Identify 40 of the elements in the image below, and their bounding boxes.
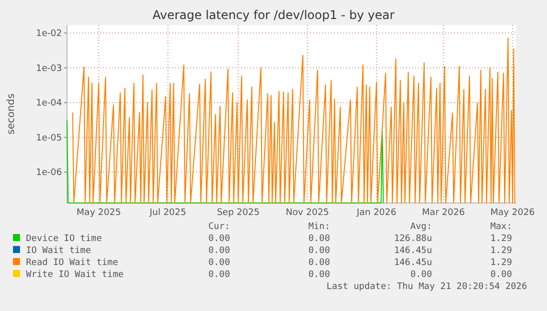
- text: 0.00: [208, 270, 230, 280]
- text: 0.00: [490, 270, 512, 280]
- text: 1.29: [490, 234, 512, 244]
- text: Cur:: [208, 222, 230, 232]
- text: 146.45u: [394, 246, 432, 256]
- y-tick-label: 1e-02: [36, 29, 62, 40]
- text: Last update: Thu May 21 20:20:54 2026: [326, 282, 527, 292]
- text: 0.00: [208, 234, 230, 244]
- y-tick-label: 1e-05: [36, 133, 62, 144]
- text: 0.00: [308, 270, 330, 280]
- text: 0.00: [208, 246, 230, 256]
- y-tick-label: 1e-03: [36, 64, 62, 74]
- text: 0.00: [308, 234, 330, 244]
- text: 0.00: [308, 246, 330, 256]
- x-tick-label: Jan 2026: [356, 208, 397, 218]
- text: Max:: [490, 222, 512, 232]
- y-axis-title: seconds: [6, 94, 17, 134]
- y-tick-label: 1e-04: [36, 98, 62, 109]
- line-series: [72, 37, 516, 204]
- text: 0.00: [410, 270, 432, 280]
- x-tick-label: Nov 2025: [286, 208, 330, 218]
- text: 0.00: [208, 258, 230, 268]
- chart-title: Average latency for /dev/loop1 - by year: [152, 8, 395, 22]
- text: Avg:: [410, 222, 432, 232]
- legend-label: Write IO Wait time: [26, 270, 124, 280]
- x-tick-label: Sep 2025: [216, 208, 260, 218]
- x-tick-label: Jul 2025: [148, 208, 186, 218]
- text: 1.29: [490, 258, 512, 268]
- x-tick-label: May 2025: [76, 208, 121, 218]
- x-tick-label: Mar 2026: [422, 208, 466, 218]
- text: 1.29: [490, 246, 512, 256]
- x-tick-label: May 2026: [490, 208, 536, 218]
- text: 0.00: [308, 258, 330, 268]
- y-tick-label: 1e-06: [36, 168, 62, 178]
- text: 126.88u: [394, 234, 432, 244]
- legend-label: Read IO Wait time: [26, 258, 118, 268]
- text: 146.45u: [394, 258, 432, 268]
- legend-label: Device IO time: [26, 234, 102, 244]
- legend-label: IO Wait time: [26, 246, 92, 256]
- text: Min:: [308, 222, 330, 232]
